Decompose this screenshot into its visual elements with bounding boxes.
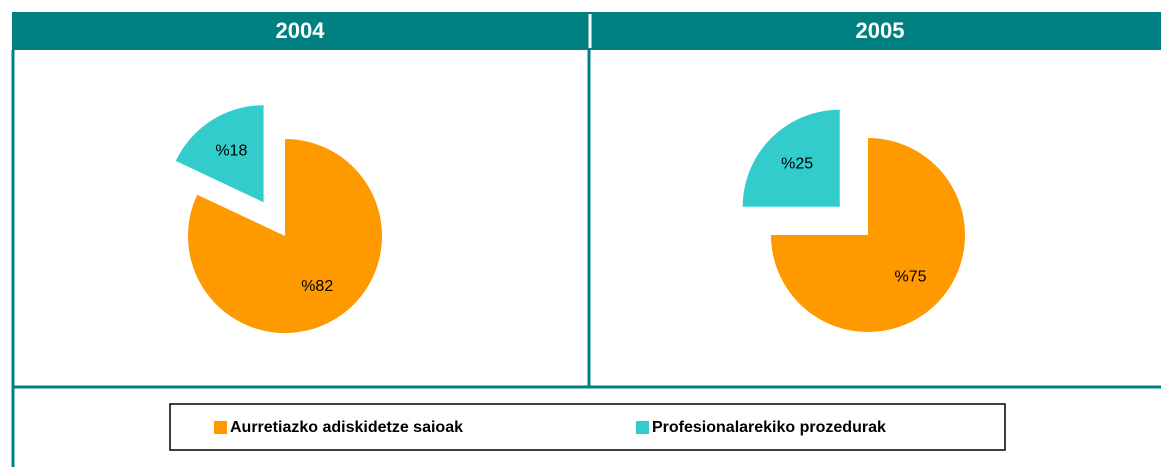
pie-slice <box>742 109 840 207</box>
data-label: %25 <box>781 155 813 172</box>
legend-swatch <box>214 421 227 434</box>
legend-label: Aurretiazko adiskidetze saioak <box>230 419 463 436</box>
data-label: %18 <box>215 143 247 160</box>
data-label: %82 <box>301 278 333 295</box>
chart-title: 2004 <box>276 18 326 43</box>
data-label: %75 <box>895 269 927 286</box>
legend-swatch <box>636 421 649 434</box>
pie-slice <box>771 138 965 332</box>
legend-box <box>169 403 1006 451</box>
legend-label: Profesionalarekiko prozedurak <box>652 419 886 436</box>
header-bar <box>12 12 1161 50</box>
pie-slice <box>188 139 382 333</box>
chart-title: 2005 <box>856 18 905 43</box>
pie-slice <box>175 105 264 203</box>
